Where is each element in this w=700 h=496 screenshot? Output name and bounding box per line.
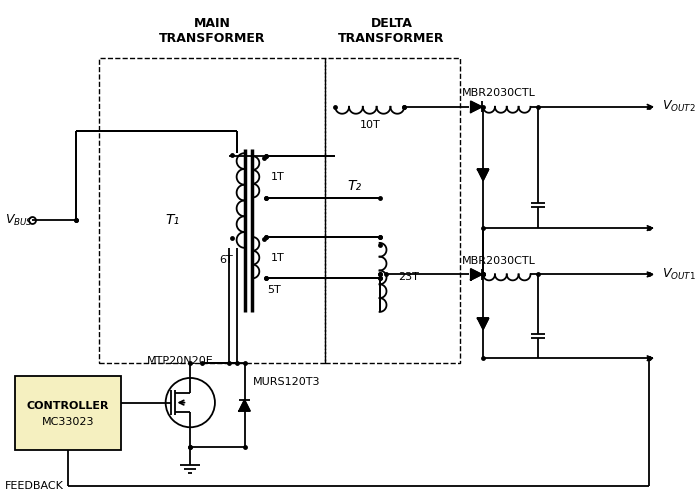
- Text: MBR2030CTL: MBR2030CTL: [461, 88, 536, 98]
- Text: 6T: 6T: [219, 254, 232, 265]
- FancyBboxPatch shape: [15, 376, 121, 450]
- Text: 5T: 5T: [267, 285, 281, 295]
- Text: T₁: T₁: [165, 213, 180, 227]
- Text: T₂: T₂: [348, 179, 362, 192]
- Polygon shape: [239, 400, 250, 411]
- Text: FEEDBACK: FEEDBACK: [5, 482, 64, 492]
- Text: CONTROLLER: CONTROLLER: [27, 401, 109, 411]
- Text: DELTA: DELTA: [370, 16, 412, 30]
- Polygon shape: [471, 269, 482, 280]
- Text: 1T: 1T: [271, 172, 285, 182]
- Text: 1T: 1T: [271, 252, 285, 263]
- Text: TRANSFORMER: TRANSFORMER: [159, 32, 265, 45]
- Text: MC33023: MC33023: [42, 417, 94, 427]
- Text: 10T: 10T: [359, 120, 380, 129]
- Text: TRANSFORMER: TRANSFORMER: [338, 32, 444, 45]
- Text: MTP20N20E: MTP20N20E: [147, 356, 214, 366]
- Polygon shape: [477, 318, 489, 329]
- Polygon shape: [477, 170, 489, 180]
- Text: $V_{OUT1}$: $V_{OUT1}$: [662, 267, 696, 282]
- Text: 23T: 23T: [398, 272, 419, 282]
- Polygon shape: [471, 101, 482, 112]
- Text: MBR2030CTL: MBR2030CTL: [461, 255, 536, 266]
- Text: MAIN: MAIN: [193, 16, 230, 30]
- Text: $V_{BUS}$: $V_{BUS}$: [5, 213, 33, 228]
- Text: MURS120T3: MURS120T3: [253, 377, 320, 387]
- Text: $V_{OUT2}$: $V_{OUT2}$: [662, 99, 695, 115]
